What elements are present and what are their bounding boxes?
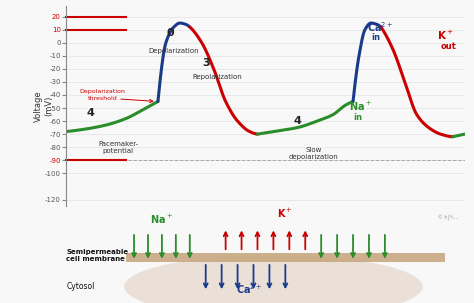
Bar [126, 253, 445, 262]
Text: Cytosol: Cytosol [66, 282, 95, 291]
Text: K$^+$: K$^+$ [277, 207, 293, 221]
Ellipse shape [124, 255, 423, 303]
Text: Repolarization: Repolarization [193, 74, 243, 80]
Text: Ca$^{2+}$: Ca$^{2+}$ [367, 20, 393, 34]
Text: in: in [353, 113, 362, 122]
Text: Ca$^{2+}$: Ca$^{2+}$ [237, 282, 263, 296]
Text: in: in [371, 33, 380, 42]
Text: © h|½...: © h|½... [438, 215, 459, 221]
Text: 4: 4 [86, 108, 94, 118]
Y-axis label: Voltage
(mV): Voltage (mV) [34, 90, 53, 122]
Text: Pacemaker-
potential: Pacemaker- potential [98, 141, 138, 154]
Text: out: out [441, 42, 456, 51]
Text: Slow
depolarization: Slow depolarization [288, 147, 338, 160]
Text: 3: 3 [202, 58, 210, 68]
Text: Na$^+$: Na$^+$ [349, 99, 372, 113]
Text: 4: 4 [293, 116, 301, 126]
Text: Semipermeable
cell membrane: Semipermeable cell membrane [66, 249, 128, 262]
Text: 0: 0 [166, 28, 173, 38]
Text: Depolarization: Depolarization [148, 48, 199, 54]
Text: Depolarization
threshold: Depolarization threshold [79, 89, 125, 101]
Text: Na$^+$: Na$^+$ [150, 213, 173, 226]
Text: K$^+$: K$^+$ [437, 29, 454, 42]
